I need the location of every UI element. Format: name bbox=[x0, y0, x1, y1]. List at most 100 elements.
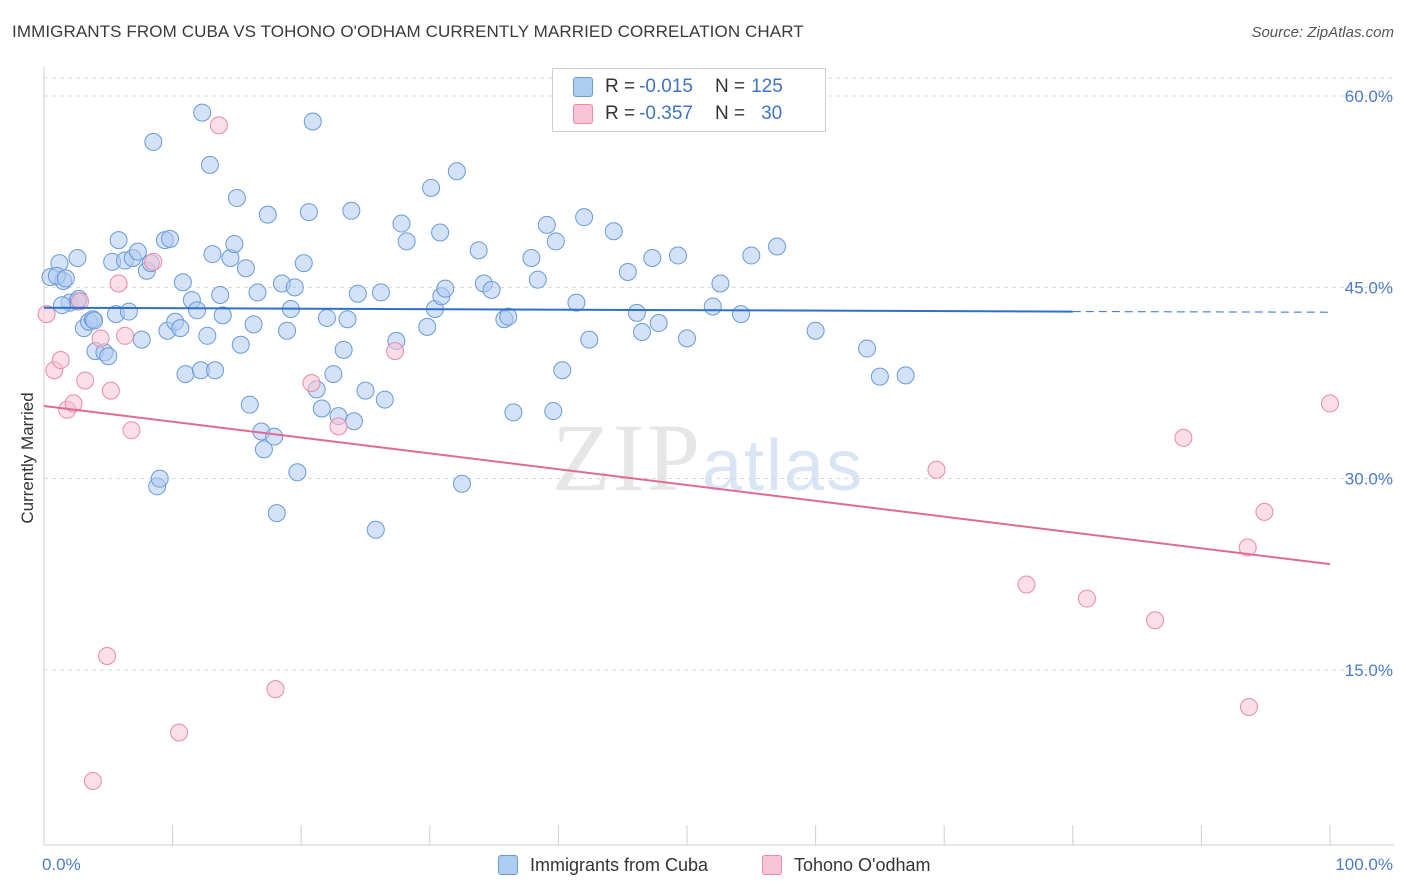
tohono-point bbox=[1017, 575, 1036, 594]
chart-title: IMMIGRANTS FROM CUBA VS TOHONO O'ODHAM C… bbox=[12, 22, 804, 41]
cuba-point bbox=[537, 215, 556, 234]
cuba-point bbox=[711, 274, 730, 293]
cuba-point bbox=[150, 469, 169, 488]
cuba-point bbox=[161, 229, 180, 248]
tohono-point bbox=[170, 723, 189, 742]
tohono-point bbox=[1255, 502, 1274, 521]
cuba-point bbox=[200, 155, 219, 174]
tohono-point bbox=[116, 326, 135, 345]
cuba-point bbox=[285, 278, 304, 297]
cuba-point bbox=[231, 335, 250, 354]
bottom-legend-swatch-tohono bbox=[762, 855, 782, 875]
bottom-legend-label-tohono: Tohono O'odham bbox=[794, 854, 931, 875]
cuba-point bbox=[678, 329, 696, 348]
cuba-point bbox=[632, 322, 651, 341]
tohono-point bbox=[51, 351, 70, 370]
correlation-legend: R = -0.015 N = 125 R = -0.357 N = 30 bbox=[552, 68, 826, 132]
cuba-point bbox=[213, 306, 232, 325]
tohono-point bbox=[302, 374, 321, 392]
legend-r-label: R = bbox=[605, 103, 636, 124]
tohono-point bbox=[1174, 428, 1193, 447]
cuba-point bbox=[132, 330, 151, 349]
cuba-point bbox=[742, 246, 761, 265]
tohono-point bbox=[927, 460, 946, 479]
cuba-point bbox=[806, 321, 825, 340]
cuba-point bbox=[422, 178, 441, 197]
tohono-point bbox=[386, 342, 405, 361]
cuba-point bbox=[109, 231, 128, 250]
tohono-point bbox=[209, 116, 228, 135]
cuba-point bbox=[575, 208, 594, 227]
cuba-point bbox=[732, 305, 751, 324]
cuba-point bbox=[371, 283, 390, 302]
tohono-point bbox=[109, 274, 128, 293]
tohono-point bbox=[71, 292, 90, 311]
legend-r-value: -0.357 bbox=[639, 103, 693, 124]
cuba-point bbox=[627, 303, 646, 322]
legend-swatch-cuba bbox=[573, 77, 593, 97]
cuba-point bbox=[553, 361, 572, 380]
cuba-point bbox=[567, 293, 586, 312]
cuba-point bbox=[528, 270, 547, 289]
tohono-point bbox=[144, 252, 163, 271]
y-tick-label: 60.0% bbox=[1345, 87, 1393, 106]
cuba-point bbox=[324, 365, 343, 384]
tohono-point bbox=[64, 394, 83, 413]
cuba-point bbox=[265, 427, 284, 446]
tohono-point bbox=[329, 417, 348, 436]
cuba-point bbox=[203, 245, 222, 264]
cuba-point bbox=[643, 248, 662, 267]
tohono-point bbox=[101, 381, 120, 400]
cuba-point bbox=[99, 347, 118, 366]
cuba-point bbox=[56, 269, 75, 288]
bottom-legend-swatch-cuba bbox=[498, 855, 518, 875]
cuba-point bbox=[267, 504, 286, 523]
cuba-point bbox=[258, 205, 277, 224]
tohono-point bbox=[98, 646, 117, 665]
cuba-point bbox=[858, 339, 877, 358]
cuba-point bbox=[171, 319, 190, 338]
cuba-point bbox=[452, 474, 471, 493]
tohono-point bbox=[1146, 611, 1165, 630]
cuba-point bbox=[206, 361, 225, 380]
cuba-point bbox=[128, 242, 147, 261]
cuba-point bbox=[254, 440, 273, 459]
legend-n-label: N = bbox=[714, 103, 746, 124]
legend-n-value: 30 bbox=[761, 103, 783, 124]
cuba-point bbox=[649, 314, 668, 333]
cuba-point bbox=[288, 463, 307, 482]
cuba-point bbox=[85, 311, 104, 330]
cuba-point bbox=[348, 284, 367, 303]
cuba-point bbox=[482, 280, 501, 299]
y-tick-label: 30.0% bbox=[1345, 470, 1393, 489]
bottom-legend-cuba: Immigrants from Cuba bbox=[498, 851, 708, 879]
y-tick-label: 15.0% bbox=[1345, 661, 1393, 680]
tohono-point bbox=[122, 421, 141, 440]
cuba-point bbox=[338, 310, 357, 329]
cuba-point bbox=[366, 520, 385, 539]
cuba-point bbox=[580, 330, 599, 349]
cuba-point bbox=[896, 366, 915, 385]
tohono-point bbox=[266, 680, 285, 699]
legend-r-label: R = bbox=[605, 76, 636, 97]
cuba-point bbox=[356, 381, 375, 400]
cuba-point bbox=[173, 273, 192, 292]
cuba-point bbox=[225, 234, 244, 253]
cuba-point bbox=[342, 201, 361, 220]
y-axis-label: Currently Married bbox=[18, 392, 37, 523]
bottom-legend-tohono: Tohono O'odham bbox=[762, 851, 931, 879]
cuba-trend-extension bbox=[1072, 311, 1331, 313]
cuba-point bbox=[344, 412, 363, 431]
legend-row-tohono: R = -0.357 N = 30 bbox=[573, 102, 782, 126]
x-tick-label-max: 100.0% bbox=[1335, 855, 1393, 874]
tohono-point bbox=[37, 305, 56, 324]
cuba-point bbox=[312, 399, 331, 418]
legend-r-value: -0.015 bbox=[639, 76, 693, 97]
cuba-point bbox=[317, 308, 336, 327]
tohono-point bbox=[83, 771, 102, 790]
cuba-point bbox=[703, 297, 722, 316]
y-tick-label: 45.0% bbox=[1345, 278, 1393, 297]
cuba-point bbox=[198, 326, 217, 345]
cuba-point bbox=[668, 246, 687, 265]
